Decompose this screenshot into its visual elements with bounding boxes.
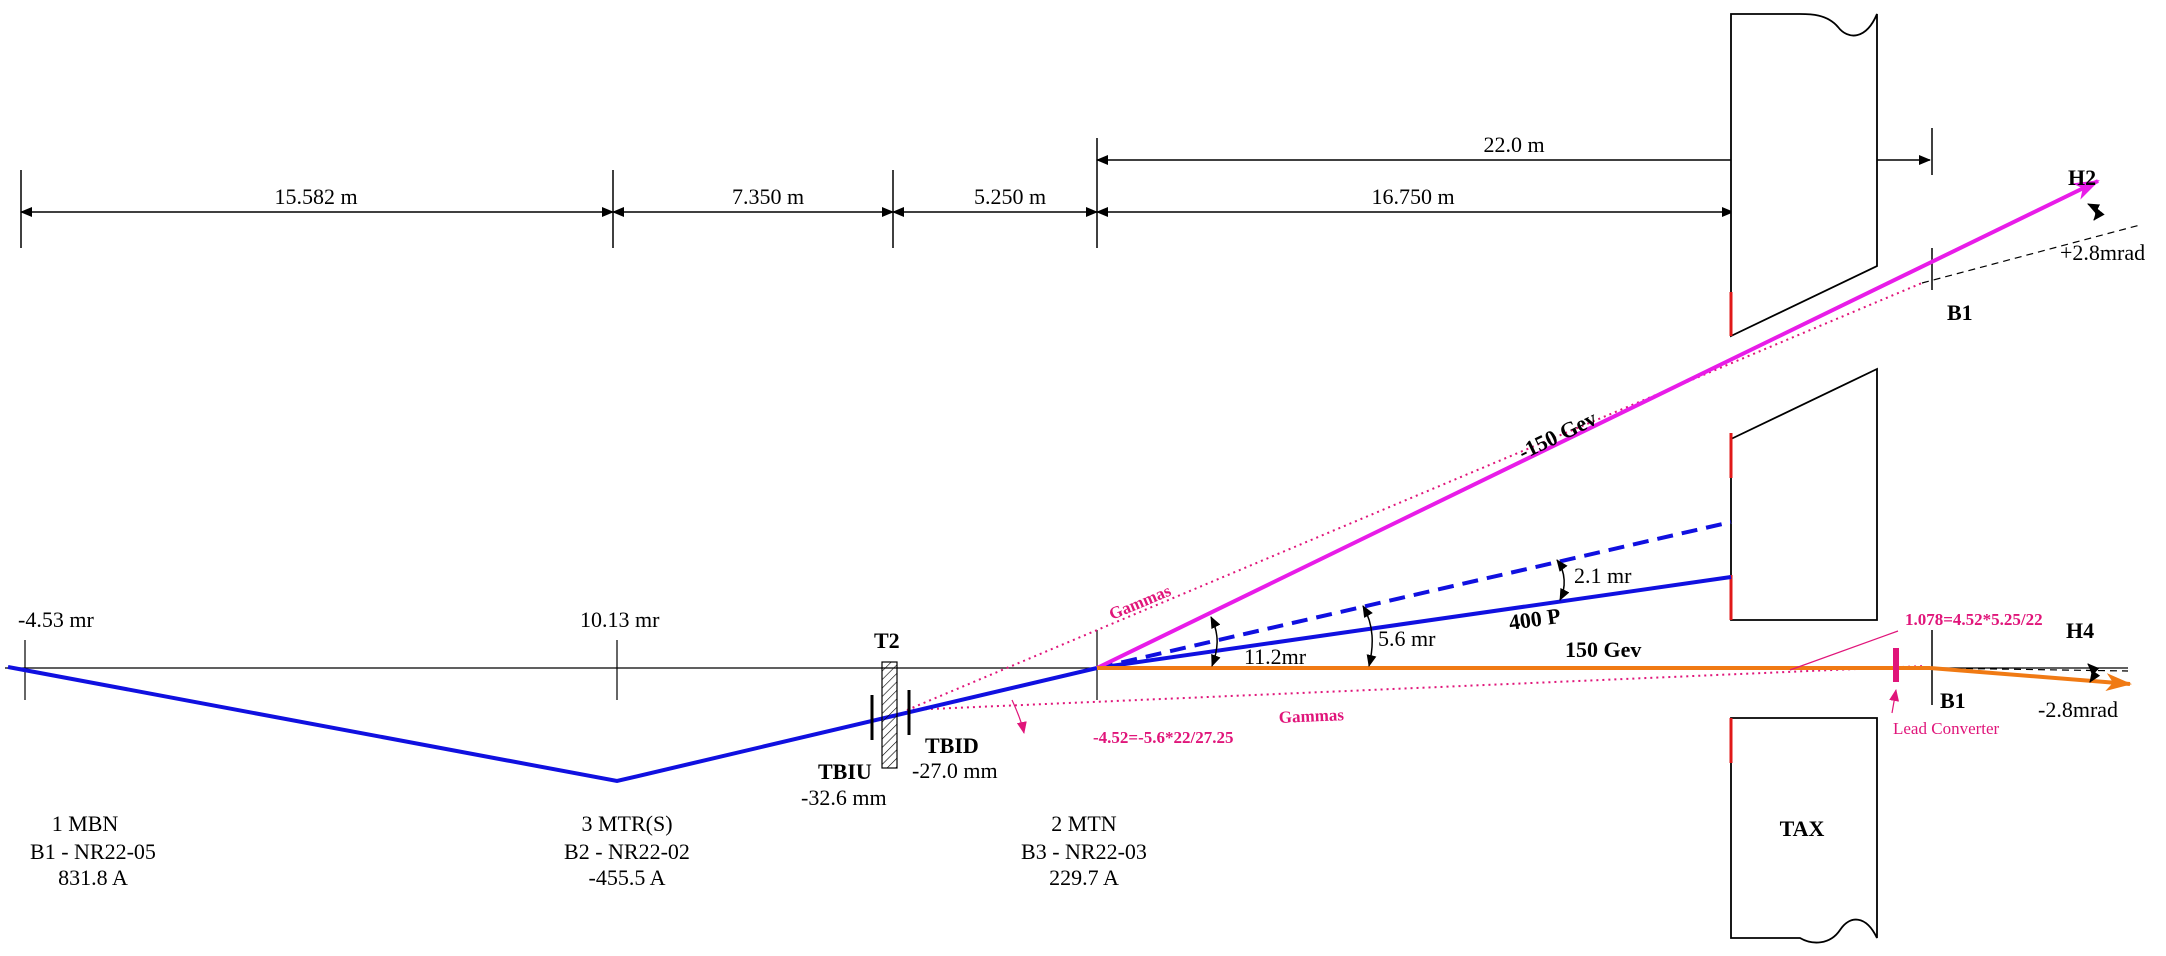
dimension-5-250: 5.250 m [974, 184, 1046, 209]
minus150-beam [1096, 179, 2100, 670]
tbid-label: TBID [925, 733, 979, 758]
magnet-id: B2 - NR22-02 [564, 839, 690, 864]
dimension-16-750: 16.750 m [1371, 184, 1454, 209]
t2-target [870, 661, 911, 769]
t2-label: T2 [874, 628, 900, 653]
magnet-name: 1 MBN [52, 811, 119, 836]
gammas-upper-label: Gammas [1106, 581, 1174, 624]
minus150-gev-label: -150 Gev [1514, 405, 1600, 464]
magnet-3-mtr: 3 MTR(S) B2 - NR22-02 -455.5 A [564, 811, 690, 890]
h4-label: H4 [2066, 618, 2094, 643]
formula-lower: -4.52=-5.6*22/27.25 [1093, 728, 1233, 747]
tbid-value: -27.0 mm [912, 758, 998, 783]
magnet-id: B3 - NR22-03 [1021, 839, 1147, 864]
angle-11-2: 11.2mr [1244, 644, 1307, 669]
formula-pointer [1789, 630, 1899, 671]
lead-converter-block [1893, 648, 1899, 682]
tbiu-value: -32.6 mm [801, 785, 887, 810]
angle-10-13: 10.13 mr [580, 607, 660, 632]
magnet-name: 3 MTR(S) [581, 811, 672, 836]
plus150-gev-label: 150 Gev [1565, 637, 1641, 662]
angle-2-1: 2.1 mr [1574, 563, 1632, 588]
b1-upper-label: B1 [1947, 300, 1973, 325]
dimension-22-0: 22.0 m [1483, 132, 1544, 157]
proton-beam [7, 520, 1732, 784]
magnet-2-mtn: 2 MTN B3 - NR22-03 229.7 A [1021, 811, 1147, 890]
lead-converter-pointer [1889, 689, 1900, 714]
h4-angle-label: -2.8mrad [2038, 697, 2118, 722]
magnet-current: -455.5 A [589, 865, 666, 890]
angle-arcs [1210, 203, 2105, 683]
magnet-name: 2 MTN [1051, 811, 1117, 836]
magnet-1-mbn: 1 MBN B1 - NR22-05 831.8 A [30, 811, 156, 890]
h2-reference-line [1921, 224, 2141, 284]
h2-label: H2 [2068, 165, 2096, 190]
dimension-7-350: 7.350 m [732, 184, 804, 209]
dimension-15-582: 15.582 m [274, 184, 357, 209]
tbiu-label: TBIU [818, 759, 872, 784]
angle-5-6: 5.6 mr [1378, 626, 1436, 651]
plus150-beam [1097, 666, 2132, 692]
b1-lower-label: B1 [1940, 688, 1966, 713]
magnet-current: 229.7 A [1049, 865, 1119, 890]
h2-angle-label: +2.8mrad [2060, 240, 2145, 265]
angle-minus-4-53: -4.53 mr [18, 607, 94, 632]
magnet-id: B1 - NR22-05 [30, 839, 156, 864]
tax-blocks [1729, 13, 1878, 944]
magnet-current: 831.8 A [58, 865, 128, 890]
gammas-lower-label: Gammas [1278, 705, 1344, 727]
tax-label: TAX [1780, 816, 1825, 841]
lead-converter-label: Lead Converter [1893, 719, 2000, 738]
formula-upper: 1.078=4.52*5.25/22 [1905, 610, 2043, 629]
gammas-lines [906, 282, 1926, 734]
